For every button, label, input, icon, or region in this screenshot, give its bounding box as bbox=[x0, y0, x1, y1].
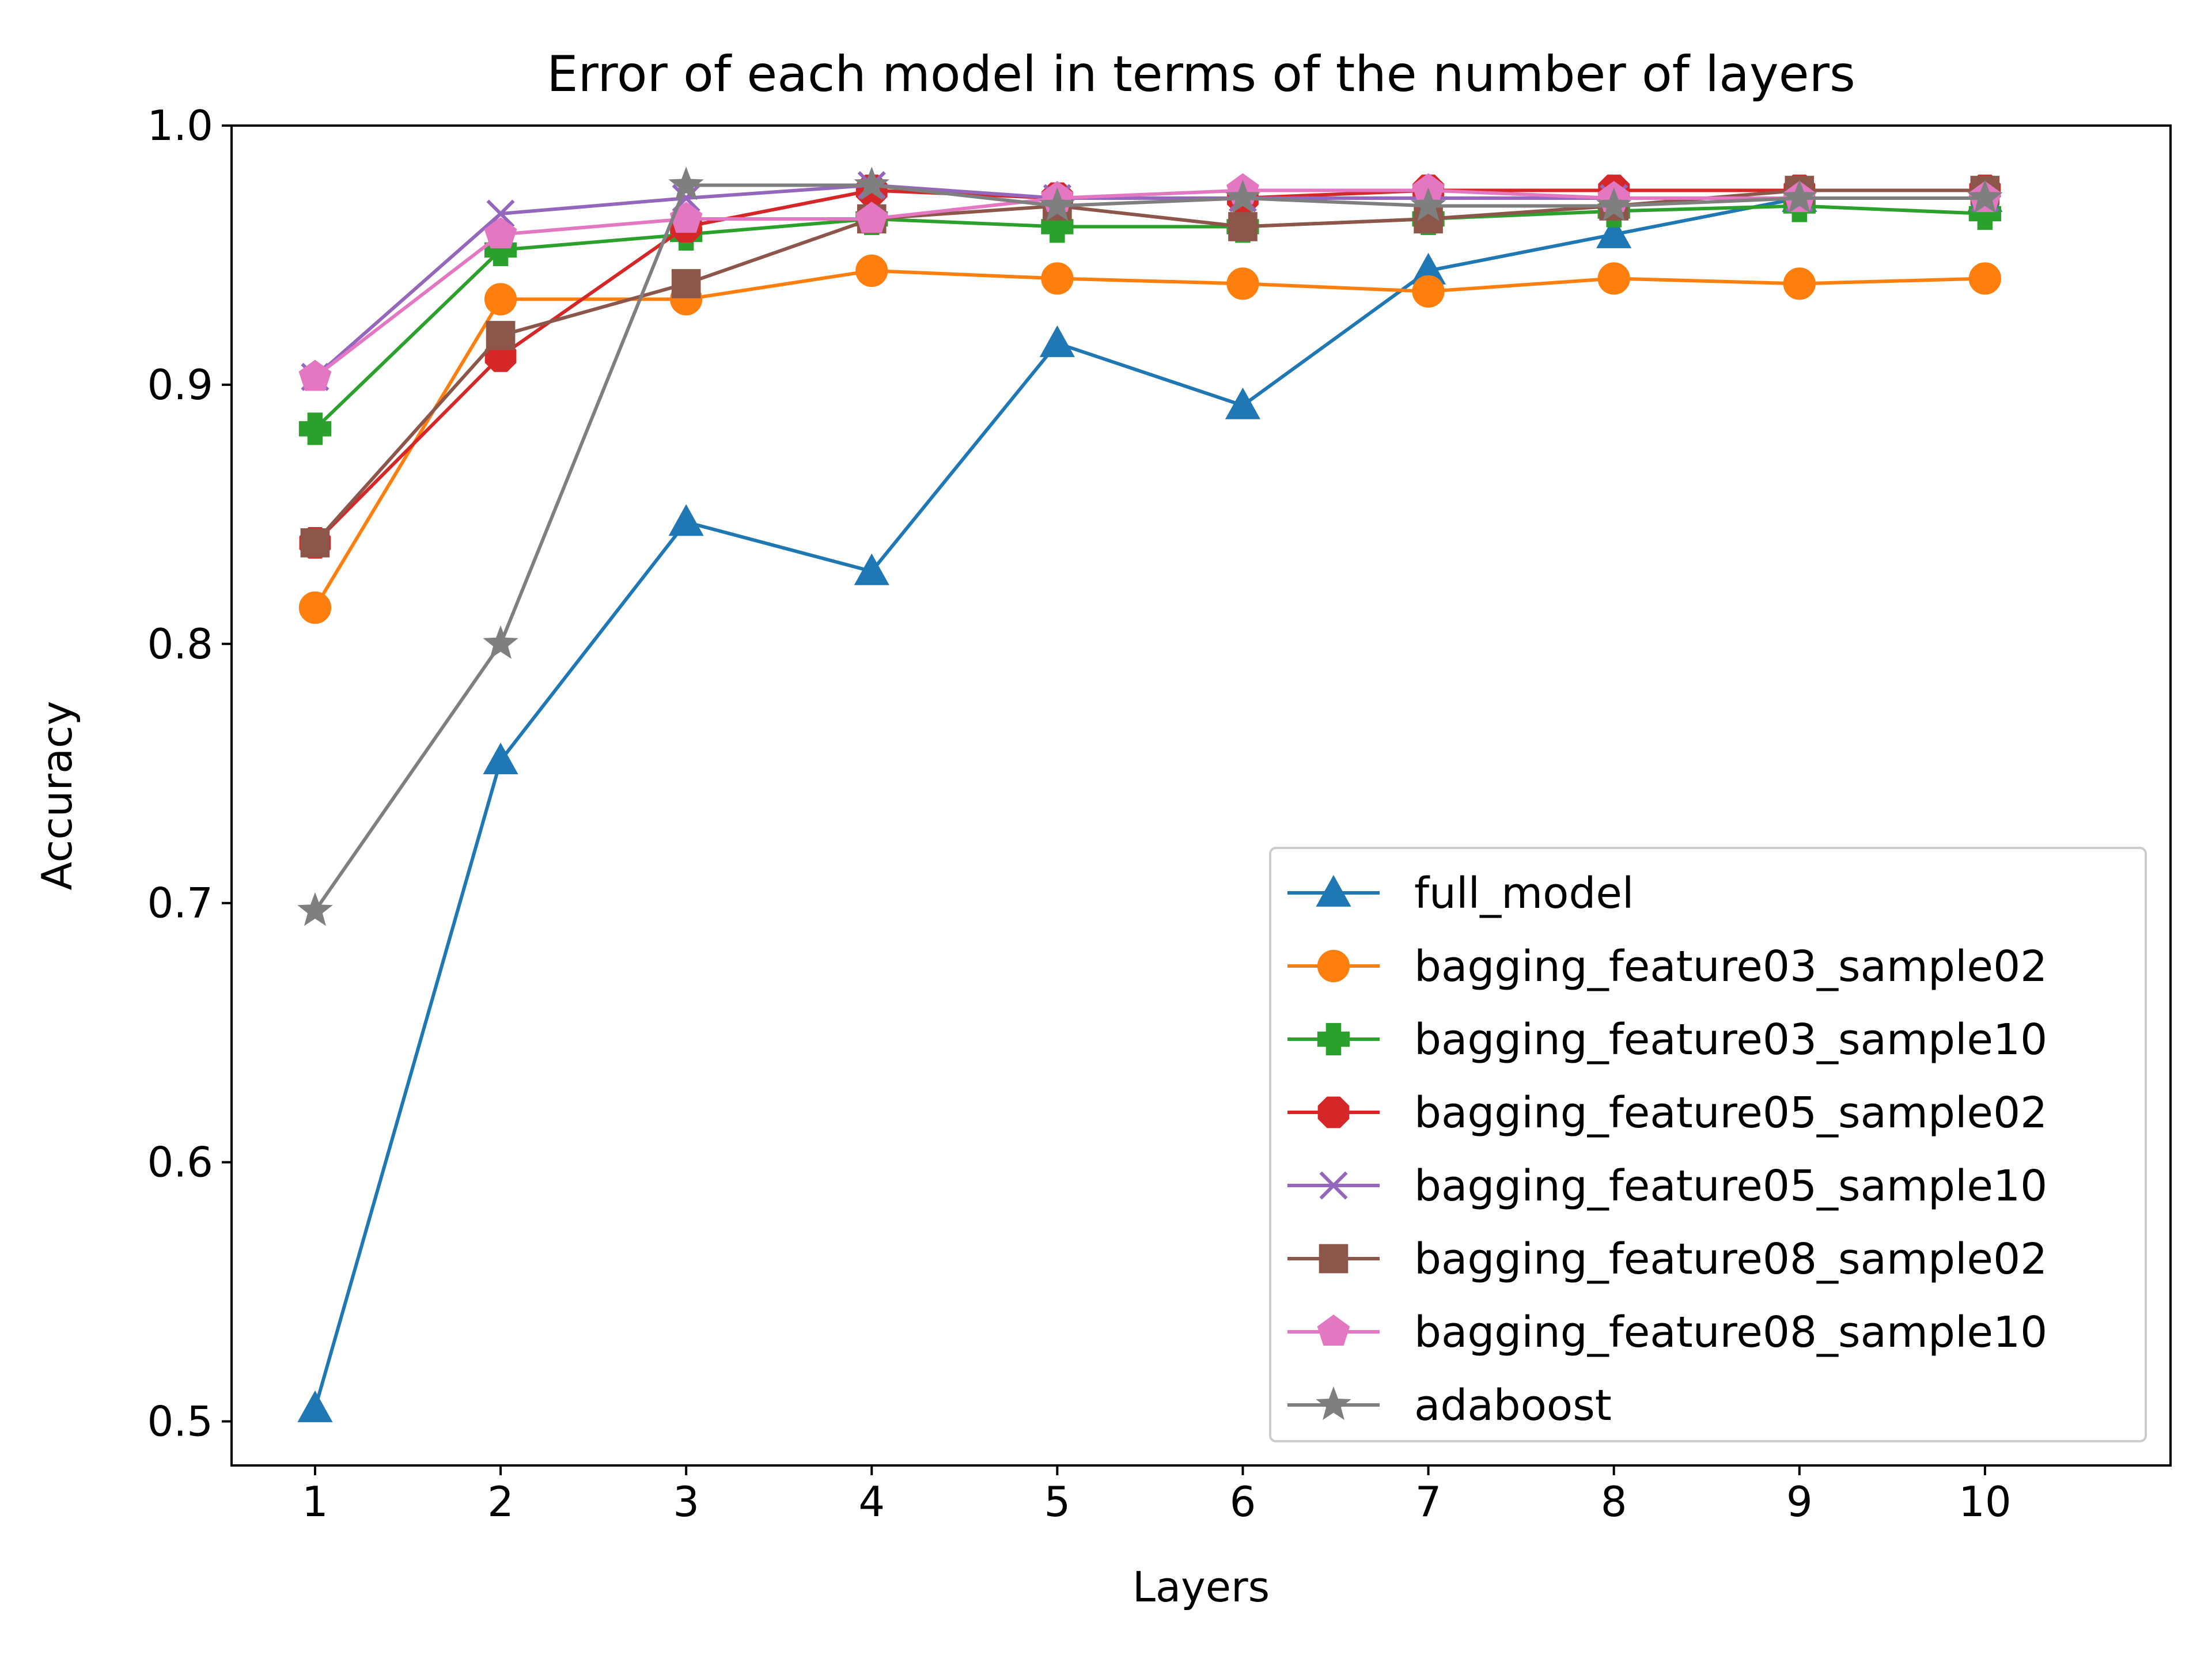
triangle-marker bbox=[1596, 216, 1632, 248]
triangle-marker bbox=[1316, 874, 1351, 907]
square-marker bbox=[671, 269, 701, 298]
pentagon-marker bbox=[484, 217, 517, 249]
circle-marker bbox=[1968, 262, 2001, 295]
circle-marker bbox=[1597, 262, 1630, 295]
y-axis-ticks: 0.5 0.6 0.7 0.8 0.9 1.0 bbox=[147, 101, 232, 1446]
x-tick-label: 4 bbox=[858, 1478, 885, 1526]
legend-item: bagging_feature05_sample10 bbox=[1287, 1161, 2047, 1211]
circle-marker bbox=[298, 591, 332, 624]
legend-item: bagging_feature08_sample02 bbox=[1287, 1234, 2047, 1284]
x-tick-label: 2 bbox=[487, 1478, 514, 1526]
circle-marker bbox=[855, 254, 888, 287]
legend-label: full_model bbox=[1414, 869, 1634, 918]
star-marker bbox=[1967, 179, 2003, 214]
chart-title: Error of each model in terms of the numb… bbox=[547, 46, 1855, 103]
pentagon-marker bbox=[1317, 1315, 1350, 1346]
circle-marker bbox=[484, 283, 517, 316]
series-line bbox=[313, 183, 1985, 912]
triangle-marker bbox=[668, 504, 704, 536]
triangle-marker bbox=[297, 1390, 333, 1422]
pentagon-marker bbox=[855, 202, 888, 233]
legend-label: adaboost bbox=[1414, 1381, 1612, 1430]
circle-marker bbox=[1041, 262, 1074, 295]
legend-item: full_model bbox=[1287, 869, 1634, 918]
legend: full_model bagging_feature03_sample02bagg… bbox=[1269, 847, 2147, 1442]
star-marker bbox=[1316, 1386, 1351, 1421]
square-marker bbox=[486, 321, 516, 350]
legend-label: bagging_feature08_sample02 bbox=[1414, 1234, 2047, 1284]
y-axis-label: Accuracy bbox=[33, 701, 81, 891]
y-tick-label: 0.7 bbox=[147, 879, 213, 927]
series-bagging_feature03_sample02 bbox=[298, 254, 2001, 624]
square-marker bbox=[300, 528, 330, 558]
triangle-marker bbox=[483, 743, 518, 775]
star-marker bbox=[1410, 187, 1446, 221]
x-tick-label: 1 bbox=[302, 1478, 328, 1526]
triangle-marker bbox=[1039, 325, 1075, 357]
legend-item: bagging_feature05_sample02 bbox=[1287, 1088, 2047, 1138]
circle-marker bbox=[1412, 275, 1445, 308]
x-marker bbox=[1319, 1171, 1348, 1200]
star-marker bbox=[1039, 187, 1075, 221]
legend-label: bagging_feature03_sample02 bbox=[1414, 942, 2047, 991]
x-tick-label: 10 bbox=[1959, 1478, 2012, 1526]
plot-area bbox=[230, 124, 2172, 1467]
y-tick-label: 0.5 bbox=[147, 1397, 213, 1446]
star-marker bbox=[1225, 179, 1261, 214]
legend-label: bagging_feature05_sample10 bbox=[1414, 1161, 2047, 1211]
y-tick-label: 0.8 bbox=[147, 620, 213, 668]
circle-marker bbox=[1226, 267, 1259, 300]
legend-item: bagging_feature08_sample10 bbox=[1287, 1308, 2047, 1357]
pentagon-marker bbox=[298, 359, 332, 391]
triangle-marker bbox=[854, 553, 889, 585]
square-marker bbox=[1228, 212, 1257, 241]
legend-label: bagging_feature05_sample02 bbox=[1414, 1088, 2047, 1138]
series-line bbox=[313, 204, 1986, 430]
star-marker bbox=[1782, 179, 1817, 214]
series-adaboost bbox=[297, 166, 2003, 926]
pentagon-marker bbox=[669, 202, 703, 233]
x-axis-ticks: 1 2 3 4 5 6 7 8 9 10 bbox=[302, 1465, 2012, 1526]
triangle-marker bbox=[1225, 387, 1261, 419]
x-marker bbox=[486, 199, 515, 228]
series-line bbox=[313, 196, 1985, 1409]
plus-marker bbox=[1317, 1022, 1350, 1056]
octagon-marker bbox=[1317, 1096, 1350, 1128]
y-tick-label: 0.6 bbox=[147, 1138, 213, 1187]
legend-frame bbox=[1269, 847, 2147, 1442]
legend-item: bagging_feature03_sample02 bbox=[1287, 942, 2047, 991]
star-marker bbox=[668, 166, 704, 200]
x-tick-label: 5 bbox=[1044, 1478, 1070, 1526]
circle-marker bbox=[1317, 949, 1350, 983]
square-marker bbox=[1319, 1244, 1349, 1274]
legend-label: bagging_feature08_sample10 bbox=[1414, 1308, 2047, 1357]
x-tick-label: 9 bbox=[1786, 1478, 1813, 1526]
y-tick-label: 0.9 bbox=[147, 361, 213, 409]
legend-item: adaboost bbox=[1287, 1381, 1612, 1430]
x-tick-label: 7 bbox=[1415, 1478, 1442, 1526]
star-marker bbox=[483, 625, 518, 659]
legend-item: bagging_feature03_sample10 bbox=[1287, 1015, 2047, 1065]
star-marker bbox=[297, 892, 333, 926]
plus-marker bbox=[298, 412, 332, 445]
series-line bbox=[313, 268, 1985, 609]
y-tick-label: 1.0 bbox=[147, 101, 213, 150]
series-line bbox=[314, 188, 1985, 378]
x-tick-label: 6 bbox=[1230, 1478, 1256, 1526]
star-marker bbox=[854, 166, 889, 200]
x-tick-label: 8 bbox=[1601, 1478, 1627, 1526]
circle-marker bbox=[1783, 267, 1816, 300]
series-layer bbox=[297, 166, 2003, 1422]
legend-label: bagging_feature03_sample10 bbox=[1414, 1015, 2047, 1065]
star-marker bbox=[1596, 187, 1632, 221]
x-tick-label: 3 bbox=[673, 1478, 699, 1526]
x-axis-label: Layers bbox=[1132, 1563, 1270, 1611]
